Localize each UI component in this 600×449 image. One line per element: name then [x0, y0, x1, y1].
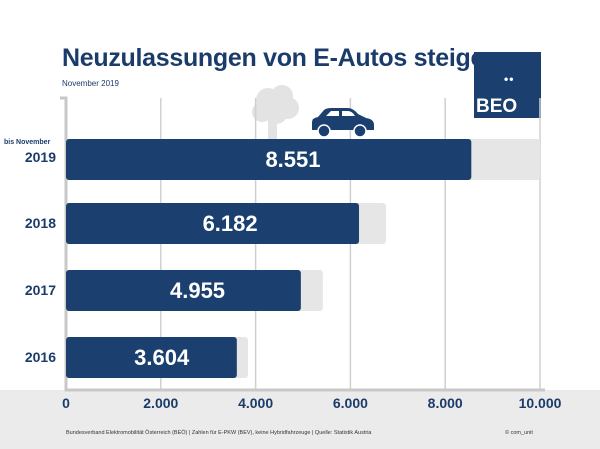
category-label: 2019 — [24, 149, 56, 165]
x-tick-label: 10.000 — [518, 395, 562, 411]
footer-band — [0, 390, 600, 449]
bar-2019 — [66, 139, 472, 180]
car-icon — [312, 108, 374, 138]
beo-logo: •• BEO — [474, 52, 541, 118]
copyright: © com_unit — [505, 430, 533, 436]
bar-2018 — [66, 203, 360, 244]
value-label: 3.604 — [134, 344, 190, 370]
x-tick-label: 6.000 — [332, 395, 368, 411]
source-note: Bundesverband Elektromobilität Österreic… — [66, 430, 372, 436]
category-label: 2017 — [24, 282, 56, 298]
value-label: 4.955 — [169, 277, 226, 303]
chart-title: Neuzulassungen von E-Autos steigen — [62, 44, 500, 72]
value-label: 8.551 — [265, 146, 321, 172]
axis-line — [60, 96, 545, 392]
category-label: 2016 — [24, 349, 56, 365]
bar-2016 — [66, 337, 237, 378]
chart-subtitle: November 2019 — [62, 79, 119, 88]
x-tick-label: 8.000 — [427, 395, 463, 411]
category-note: bis November — [4, 139, 51, 146]
category-label: 2018 — [24, 215, 56, 231]
bar-2017 — [66, 270, 301, 311]
tree-icon — [252, 85, 299, 140]
x-tick-label: 0 — [62, 395, 70, 411]
x-tick-label: 2.000 — [143, 395, 179, 411]
x-tick-label: 4.000 — [238, 395, 274, 411]
value-label: 6.182 — [202, 210, 258, 236]
